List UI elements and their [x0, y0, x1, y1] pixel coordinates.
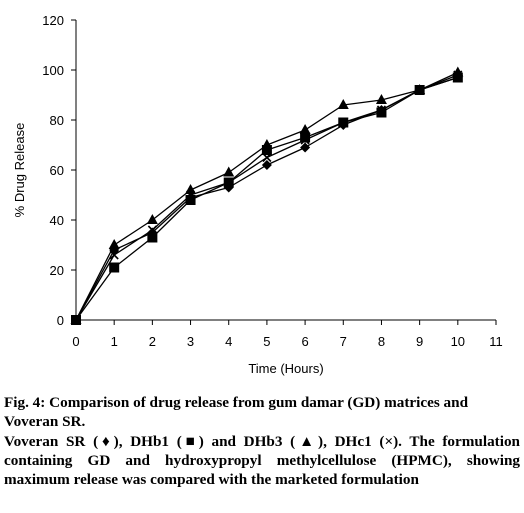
x-tick-label: 7	[340, 334, 347, 349]
data-point-cross	[262, 152, 272, 163]
figure-label: Fig. 4:	[4, 394, 46, 411]
figure-caption-title: Fig. 4: Comparison of drug release from …	[4, 393, 520, 431]
data-point-square	[109, 262, 120, 273]
cross-stroke	[147, 225, 157, 235]
series-line-diamond	[75, 76, 459, 321]
x-tick-label: 10	[451, 334, 465, 349]
cross-stroke	[338, 117, 348, 128]
x-tick-label: 11	[489, 334, 503, 349]
figure-title: Comparison of drug release from gum dama…	[4, 394, 469, 430]
cross-stroke	[262, 152, 272, 163]
cross-stroke	[415, 85, 425, 95]
data-point-square	[376, 107, 387, 118]
cross-stroke	[109, 250, 119, 260]
data-point-cross	[109, 250, 119, 260]
x-tick-label: 2	[149, 334, 156, 349]
y-tick-label: 80	[50, 113, 64, 128]
cross-stroke	[71, 315, 81, 325]
data-point-triangle	[261, 139, 273, 149]
data-point-square	[261, 145, 272, 155]
y-tick-label: 40	[50, 213, 64, 228]
y-tick-label: 100	[42, 63, 64, 78]
cross-stroke	[300, 135, 310, 145]
series-line-triangle	[75, 71, 459, 321]
data-point-cross	[415, 85, 425, 95]
series-line-square	[75, 76, 459, 321]
series-markers	[70, 66, 464, 325]
x-tick-label: 4	[225, 334, 232, 349]
data-point-triangle	[452, 66, 464, 77]
y-tick-label: 0	[57, 313, 64, 328]
y-tick-label: 60	[50, 163, 64, 178]
data-point-cross	[376, 105, 387, 115]
data-point-square	[185, 195, 196, 205]
series-lines	[75, 71, 459, 321]
data-point-diamond	[300, 142, 311, 153]
data-point-cross	[300, 135, 310, 145]
data-point-cross	[71, 315, 81, 325]
series-line-cross	[75, 74, 459, 321]
y-axis-title: % Drug Release	[12, 123, 27, 218]
data-point-triangle	[299, 124, 311, 134]
cross-stroke	[185, 190, 196, 200]
data-point-triangle	[223, 166, 235, 177]
data-point-cross	[185, 190, 196, 200]
x-tick-label: 6	[301, 334, 308, 349]
x-axis-title: Time (Hours)	[248, 361, 323, 376]
cross-stroke	[376, 105, 387, 115]
y-tick-label: 120	[42, 13, 64, 28]
x-tick-label: 0	[72, 334, 79, 349]
data-point-cross	[147, 225, 157, 235]
data-point-cross	[453, 70, 463, 80]
data-point-square	[452, 72, 463, 83]
data-point-square	[300, 132, 311, 143]
x-tick-label: 1	[111, 334, 118, 349]
x-tick-label: 3	[187, 334, 194, 349]
data-point-triangle	[337, 99, 349, 109]
x-tick-label: 8	[378, 334, 385, 349]
cross-stroke	[453, 70, 463, 80]
data-point-cross	[338, 117, 348, 128]
x-tick-label: 5	[263, 334, 270, 349]
chart-axes: 0 20 40 60 80 100 120 0 1 2 3 4 5 6 7 8 9 10 11	[42, 13, 502, 349]
x-tick-label: 9	[416, 334, 423, 349]
data-point-square	[147, 232, 158, 243]
data-point-diamond	[261, 160, 272, 170]
data-point-triangle	[375, 94, 387, 104]
data-point-triangle	[146, 214, 158, 224]
y-tick-label: 20	[50, 263, 64, 278]
drug-release-chart: 0 20 40 60 80 100 120 0 1 2 3 4 5 6 7 8 9 10 11 % Drug Rel…	[12, 13, 503, 376]
data-point-triangle	[185, 184, 197, 194]
cross-stroke	[224, 177, 234, 188]
data-point-cross	[224, 177, 234, 188]
data-point-triangle	[108, 239, 120, 249]
figure-caption-body: Voveran SR (♦), DHb1 (■) and DHb3 (▲), D…	[4, 433, 520, 488]
